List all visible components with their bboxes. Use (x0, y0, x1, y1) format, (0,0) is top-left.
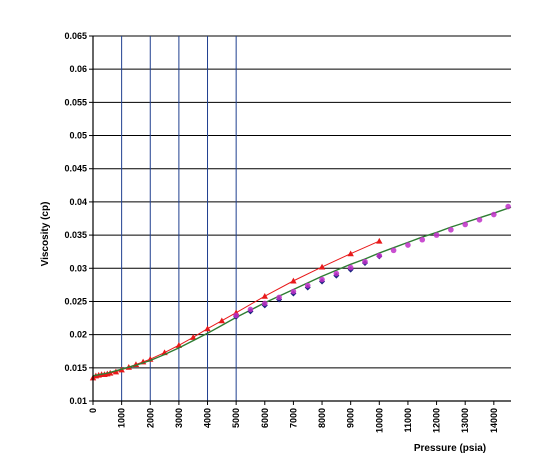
series-line (92, 206, 512, 377)
circle-marker (247, 306, 254, 313)
x-tick-label: 12000 (432, 408, 442, 433)
circle-marker (362, 258, 368, 265)
circle-marker (276, 294, 282, 301)
circle-marker (390, 247, 397, 254)
x-tick-label: 3000 (174, 408, 184, 428)
y-tick-label: 0.01 (69, 396, 87, 406)
y-tick-label: 0.035 (64, 230, 87, 240)
x-tick-label: 14000 (489, 408, 499, 433)
x-tick-label: 13000 (460, 408, 470, 433)
triangle-marker (290, 277, 297, 284)
y-tick-label: 0.055 (64, 97, 87, 107)
x-tick-label: 8000 (317, 408, 327, 428)
y-tick-label: 0.065 (64, 31, 87, 41)
triangle-marker (376, 237, 383, 244)
y-tick-label: 0.06 (69, 64, 87, 74)
y-tick-label: 0.015 (64, 363, 87, 373)
x-tick-label: 7000 (288, 408, 298, 428)
x-tick-label: 9000 (346, 408, 356, 428)
grid-layer (93, 35, 511, 402)
y-tick-label: 0.045 (64, 164, 87, 174)
series-layer (89, 203, 512, 381)
y-tick-label: 0.025 (64, 296, 87, 306)
circle-marker (319, 276, 325, 283)
circle-marker (333, 270, 340, 277)
circle-marker (233, 312, 239, 319)
triangle-marker (218, 317, 226, 324)
circle-marker (376, 252, 383, 259)
y-axis-title: Viscosity (cp) (40, 202, 51, 267)
triangle-marker (204, 325, 211, 332)
circle-marker (476, 217, 483, 223)
circle-marker (304, 282, 311, 289)
circle-marker (290, 288, 297, 295)
circle-marker (505, 203, 511, 210)
triangle-marker (347, 250, 354, 257)
triangle-marker (318, 263, 326, 270)
x-tick-label: 10000 (374, 408, 384, 433)
circle-marker (491, 211, 497, 218)
circle-marker (347, 264, 354, 271)
circle-marker (419, 236, 426, 243)
circle-marker (462, 221, 468, 228)
x-tick-label: 11000 (403, 408, 413, 433)
x-tick-label: 4000 (203, 408, 213, 428)
circle-marker (448, 226, 454, 233)
y-tick-label: 0.04 (69, 197, 87, 207)
axis-layer: 0.01 0.015 0.02 0.025 0.03 0.035 0.04 0.045 0.05… (64, 31, 511, 433)
triangle-marker (190, 334, 197, 340)
circle-marker (433, 232, 440, 238)
y-tick-label: 0.02 (69, 330, 87, 340)
y-tick-label: 0.03 (69, 263, 87, 273)
x-tick-label: 0 (88, 408, 98, 413)
triangle-marker (261, 292, 268, 299)
triangle-marker (112, 368, 120, 375)
x-tick-label: 1000 (117, 408, 127, 428)
x-tick-label: 2000 (145, 408, 155, 428)
circle-marker (405, 242, 411, 248)
x-axis-title: Pressure (psia) (414, 443, 486, 454)
x-tick-label: 5000 (231, 408, 241, 428)
circle-marker (261, 300, 268, 307)
x-tick-label: 6000 (260, 408, 270, 428)
y-tick-label: 0.05 (69, 131, 87, 141)
